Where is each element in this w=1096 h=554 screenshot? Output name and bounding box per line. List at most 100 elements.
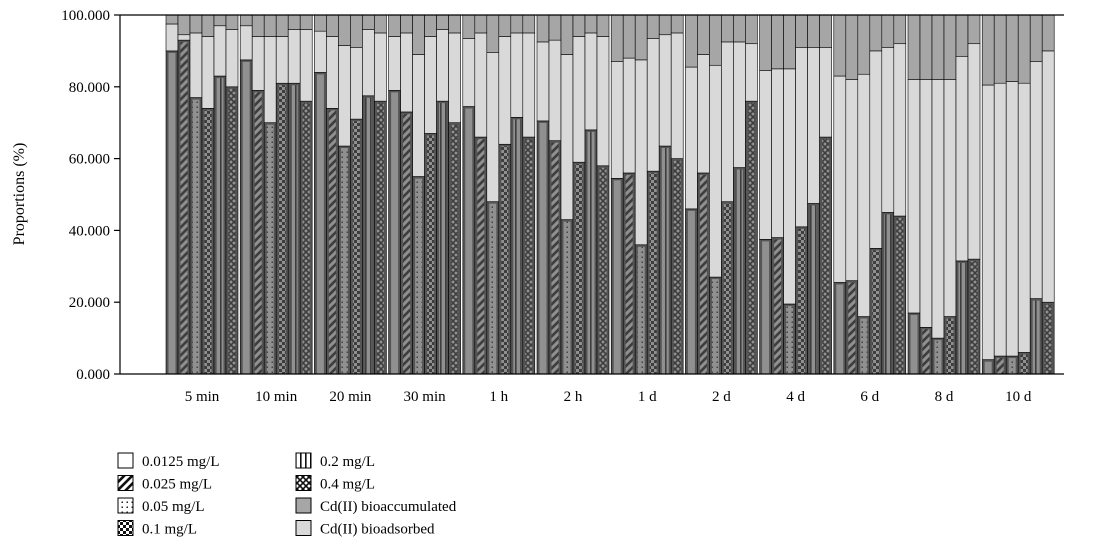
bar-segment-bioaccumulated <box>448 14 461 34</box>
x-tick-label: 10 d <box>1005 389 1032 405</box>
bar-segment-bioaccumulated <box>436 14 449 30</box>
bar-pattern-overlay <box>649 173 657 374</box>
legend-swatch <box>295 497 312 514</box>
x-tick-label: 30 min <box>404 389 447 405</box>
bar-pattern-overlay <box>340 148 348 374</box>
bar-segment-bioadsorbed <box>833 75 847 283</box>
legend-label: Cd(II) bioadsorbed <box>320 522 435 538</box>
bar-segment-bioadsorbed <box>412 54 425 177</box>
bar-segment-bioadsorbed <box>572 36 586 163</box>
bar-segment-bioaccumulated <box>1005 14 1019 82</box>
bar-segment-bioaccumulated <box>165 14 179 25</box>
bar-pattern-overlay <box>747 103 755 374</box>
bar-pattern-overlay <box>501 146 509 374</box>
bar-segment-bioaccumulated <box>412 14 425 55</box>
bar-pattern-overlay <box>1008 358 1016 374</box>
y-axis-label: Proportions (%) <box>11 143 28 246</box>
bar-segment-bioaccumulated <box>893 14 907 45</box>
bar-segment-bioadsorbed <box>326 36 339 109</box>
bar-segment-bioadsorbed <box>807 47 820 204</box>
bar-pattern-overlay <box>613 180 621 374</box>
bar-pattern-overlay <box>699 174 707 374</box>
bar-pattern-overlay <box>439 103 447 374</box>
bar-pattern-overlay <box>316 74 324 374</box>
bar-segment-bioadsorbed <box>374 32 387 102</box>
bar-segment-bioadsorbed <box>510 32 524 118</box>
bar-segment-bioaccumulated <box>177 14 191 36</box>
bar-segment-bioaccumulated <box>596 14 610 37</box>
y-tick-label: 100.000 <box>61 8 110 24</box>
bar-segment-bioaccumulated <box>251 14 265 37</box>
bar-segment-bioaccumulated <box>955 14 969 57</box>
bar-pattern-overlay <box>427 135 435 374</box>
bar-segment-bioaccumulated <box>1041 14 1055 52</box>
bar-pattern-overlay <box>599 167 607 374</box>
bar-segment-bioadsorbed <box>400 32 413 113</box>
bar-segment-bioadsorbed <box>560 54 574 220</box>
bar-segment-bioaccumulated <box>745 14 758 45</box>
bar-pattern-overlay <box>762 241 770 374</box>
bar-pattern-overlay <box>551 142 559 374</box>
bar-segment-bioadsorbed <box>907 79 921 314</box>
bar-segment-bioadsorbed <box>819 47 832 138</box>
bar-group <box>685 14 758 375</box>
bar-segment-bioaccumulated <box>548 14 562 41</box>
bar-pattern-overlay <box>525 139 533 374</box>
bar-pattern-overlay <box>946 318 954 374</box>
bar-group <box>981 14 1055 375</box>
bar-segment-bioaccumulated <box>795 14 808 48</box>
bar-pattern-overlay <box>786 305 794 374</box>
legend-label: Cd(II) bioaccumulated <box>320 499 457 515</box>
bar-segment-bioaccumulated <box>833 14 847 77</box>
bar-segment-bioaccumulated <box>981 14 995 86</box>
bar-segment-bioaccumulated <box>338 14 351 46</box>
bar-segment-bioadsorbed <box>893 43 907 217</box>
bar-segment-bioaccumulated <box>845 14 859 80</box>
legend-item: 0.4 mg/L <box>295 475 375 493</box>
x-tick-label: 10 min <box>255 389 298 405</box>
bar-segment-bioaccumulated <box>869 14 883 52</box>
bar-pattern-overlay <box>451 124 459 374</box>
bar-segment-bioaccumulated <box>326 14 339 37</box>
x-tick-label: 1 h <box>489 389 508 405</box>
bar-pattern-overlay <box>910 314 918 374</box>
bar-segment-bioadsorbed <box>462 38 476 107</box>
bar-segment-bioadsorbed <box>771 68 784 238</box>
x-tick-label: 1 d <box>638 389 657 405</box>
bar-segment-bioadsorbed <box>709 64 722 278</box>
bar-segment-bioadsorbed <box>548 39 562 141</box>
bar-segment-bioadsorbed <box>596 36 610 167</box>
bar-segment-bioaccumulated <box>907 14 921 80</box>
bar-segment-bioadsorbed <box>201 36 215 109</box>
bar-pattern-overlay <box>860 318 868 374</box>
bar-segment-bioaccumulated <box>646 14 660 39</box>
bar-pattern-overlay <box>513 119 521 374</box>
bar-segment-bioaccumulated <box>400 14 413 34</box>
bar-pattern-overlay <box>984 361 992 374</box>
legend-label: 0.4 mg/L <box>320 477 375 493</box>
bar-segment-bioadsorbed <box>314 30 327 73</box>
bar-pattern-overlay <box>896 218 904 374</box>
bar-segment-bioadsorbed <box>213 25 227 77</box>
legend-swatch <box>117 452 134 469</box>
bar-segment-bioaccumulated <box>510 14 524 34</box>
bar-group <box>462 14 536 375</box>
bar-segment-bioaccumulated <box>1017 14 1031 84</box>
legend: 0.0125 mg/L 0.025 mg/L 0.05 mg/L 0.1 mg/L 0.… <box>117 452 457 538</box>
bar-segment-bioadsorbed <box>943 79 957 317</box>
bar-segment-bioadsorbed <box>165 23 179 52</box>
bar-pattern-overlay <box>661 148 669 374</box>
bar-segment-bioadsorbed <box>759 70 772 240</box>
bar-segment-bioadsorbed <box>685 66 698 210</box>
bar-segment-bioadsorbed <box>584 32 598 131</box>
bar-pattern-overlay <box>477 139 485 374</box>
bar-pattern-overlay <box>376 103 384 374</box>
bar-segment-bioaccumulated <box>213 14 227 27</box>
bar-segment-bioaccumulated <box>857 14 871 75</box>
legend-item: Cd(II) bioaccumulated <box>295 497 457 515</box>
legend-swatch <box>117 475 134 491</box>
bar-segment-bioaccumulated <box>239 14 253 27</box>
bar-segment-bioadsorbed <box>275 36 289 84</box>
bar-segment-bioadsorbed <box>350 47 363 120</box>
